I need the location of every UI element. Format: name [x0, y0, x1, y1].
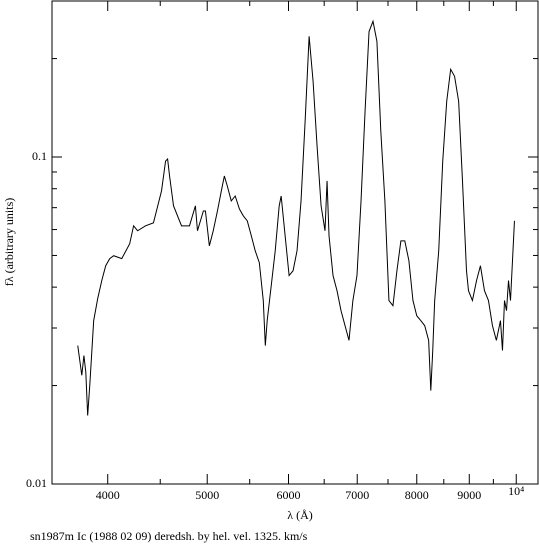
x-tick-label: 6000: [277, 488, 301, 502]
x-tick-label: 8000: [405, 488, 429, 502]
x-tick-label: 9000: [457, 488, 481, 502]
x-axis-label: λ (Å): [287, 508, 312, 522]
y-tick-label: 0.01: [26, 476, 47, 490]
y-axis-label: fλ (arbitrary units): [2, 198, 16, 286]
x-tick-label: 5000: [195, 488, 219, 502]
x-tick-label: 4000: [96, 488, 120, 502]
plot-frame: [51, 0, 539, 485]
x-tick-label: 7000: [345, 488, 369, 502]
spectrum-line: [77, 19, 515, 416]
x-tick-label: 10⁴: [508, 484, 524, 498]
caption: sn1987m Ic (1988 02 09) deredsh. by hel.…: [30, 529, 308, 543]
y-tick-label: 0.1: [32, 149, 47, 163]
